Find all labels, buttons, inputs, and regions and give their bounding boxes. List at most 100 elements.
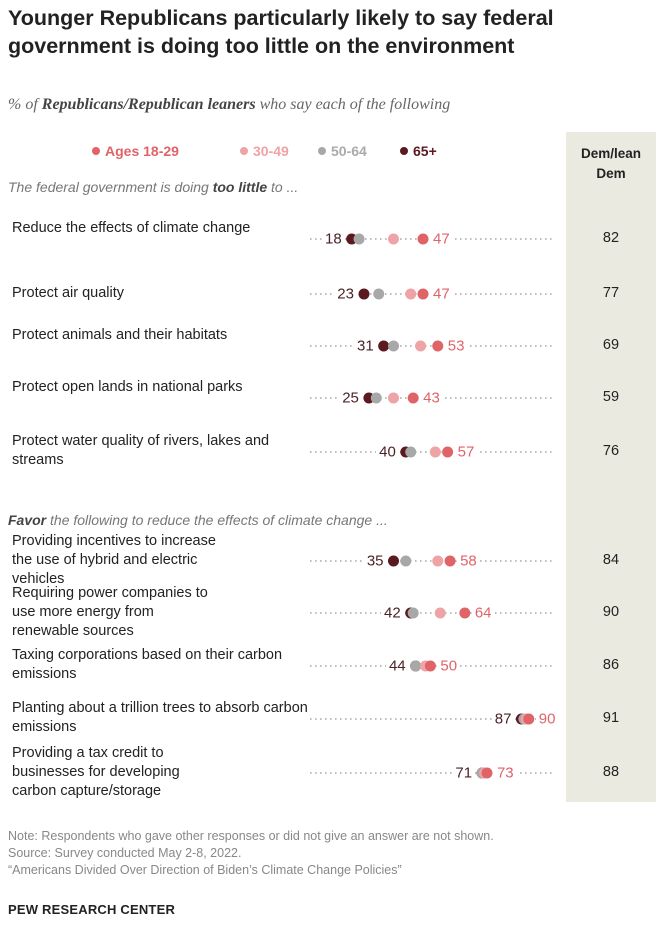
value-label-max: 64: [471, 604, 495, 622]
chart-subtitle: % of Republicans/Republican leaners who …: [8, 96, 450, 114]
value-label-min: 23: [334, 285, 357, 303]
legend-dot-icon: [240, 147, 248, 155]
value-label-min: 35: [363, 552, 387, 570]
note-text: Note: Respondents who gave other respons…: [8, 829, 494, 843]
section-bold: Favor: [8, 512, 47, 528]
row-label: Reduce the effects of climate change: [12, 220, 251, 236]
dot-30-49: [388, 392, 399, 404]
dot-30-49: [434, 607, 446, 619]
dem-value: 84: [602, 552, 620, 568]
subtitle-post: who say each of the following: [255, 96, 451, 113]
dot-30-49: [429, 446, 441, 458]
value-label-min: 40: [376, 443, 399, 461]
value-label-min: 31: [353, 337, 377, 355]
dot-18-29: [444, 555, 456, 567]
section-header-too-little: The federal government is doing too litt…: [8, 179, 298, 195]
dot-50-64: [407, 607, 419, 619]
row-label: Planting about a trillion trees to absor…: [12, 700, 308, 735]
chart-title: Younger Republicans particularly likely …: [8, 6, 554, 58]
dot-18-29: [424, 660, 436, 672]
value-label-max: 58: [457, 552, 480, 570]
org-logo-text: PEW RESEARCH CENTER: [8, 902, 176, 917]
value-label-max: 43: [420, 389, 443, 407]
dot-18-29: [417, 233, 429, 245]
legend-label: Ages 18-29: [105, 143, 179, 159]
value-label-max: 73: [493, 764, 517, 782]
dot-30-49: [415, 340, 427, 352]
dem-value: 88: [602, 764, 620, 780]
dem-value: 91: [602, 710, 620, 726]
legend-dot-icon: [318, 147, 326, 155]
section-pre: The federal government is doing: [8, 179, 213, 195]
section-header-favor: Favor the following to reduce the effect…: [8, 512, 388, 528]
legend-item: 30-49: [240, 143, 289, 159]
value-label-max: 47: [430, 230, 453, 248]
row-label: Protect animals and their habitats: [12, 327, 228, 343]
dem-value: 59: [602, 389, 620, 405]
dem-value: 69: [602, 337, 620, 353]
legend-label: 50-64: [331, 143, 367, 159]
value-label-min: 71: [452, 764, 476, 782]
legend-item: 50-64: [318, 143, 367, 159]
dot-18-29: [417, 288, 429, 300]
dot-50-64: [353, 233, 365, 245]
row-label: Protect water quality of rivers, lakes a…: [12, 433, 270, 468]
section-post: the following to reduce the effects of c…: [46, 512, 388, 528]
row-label: Providing a tax credit to businesses for…: [12, 744, 180, 799]
legend-label: 30-49: [253, 143, 289, 159]
dem-value: 86: [602, 657, 620, 673]
row-label: Taxing corporations based on their carbo…: [12, 647, 283, 682]
dot-65+: [388, 555, 399, 567]
dot-65+: [378, 340, 390, 352]
legend-item: 65+: [400, 143, 437, 159]
value-label-min: 42: [381, 604, 404, 622]
report-title: “Americans Divided Over Direction of Bid…: [8, 863, 402, 877]
dot-18-29: [459, 607, 471, 619]
row-label: Protect air quality: [12, 284, 125, 301]
dem-value: 77: [602, 285, 620, 301]
dot-30-49: [405, 288, 417, 300]
value-label-max: 90: [535, 710, 559, 728]
dem-value: 90: [602, 604, 620, 620]
legend-item: Ages 18-29: [92, 143, 179, 159]
dot-30-49: [432, 555, 444, 567]
dot-18-29: [523, 713, 535, 725]
legend-dot-icon: [92, 147, 100, 155]
subtitle-bold: Republicans/Republican leaners: [41, 96, 256, 113]
dem-column-background: [566, 132, 656, 802]
dot-50-64: [410, 660, 422, 672]
section-bold: too little: [212, 179, 268, 195]
dem-value: 76: [602, 443, 620, 459]
dot-50-64: [370, 392, 382, 404]
dot-50-64: [400, 555, 412, 567]
value-label-min: 25: [339, 389, 362, 407]
dot-30-49: [388, 233, 399, 245]
dot-18-29: [481, 767, 493, 779]
row-label: Requiring power companies to use more en…: [12, 584, 208, 639]
subtitle-pre: % of: [8, 96, 42, 113]
dot-18-29: [442, 446, 454, 458]
row-label: Providing incentives to increase the use…: [12, 532, 216, 587]
source-text: Source: Survey conducted May 2-8, 2022.: [8, 846, 242, 860]
value-label-min: 87: [491, 710, 515, 728]
dem-value: 82: [602, 230, 620, 246]
value-label-max: 53: [444, 337, 468, 355]
section-post: to ...: [267, 179, 299, 195]
dot-18-29: [432, 340, 444, 352]
dot-50-64: [405, 446, 417, 458]
dem-column-header: Dem/lean Dem: [580, 146, 642, 181]
dot-50-64: [388, 340, 399, 352]
dot-50-64: [373, 288, 385, 300]
dot-65+: [358, 288, 370, 300]
row-label: Protect open lands in national parks: [12, 379, 243, 395]
value-label-min: 44: [385, 657, 409, 675]
notes: Note: Respondents who gave other respons…: [8, 828, 494, 879]
dot-18-29: [407, 392, 419, 404]
legend-dot-icon: [400, 147, 408, 155]
legend-label: 65+: [413, 143, 437, 159]
value-label-max: 57: [454, 443, 478, 461]
value-label-max: 50: [437, 657, 461, 675]
value-label-max: 47: [430, 285, 453, 303]
value-label-min: 18: [322, 230, 345, 248]
